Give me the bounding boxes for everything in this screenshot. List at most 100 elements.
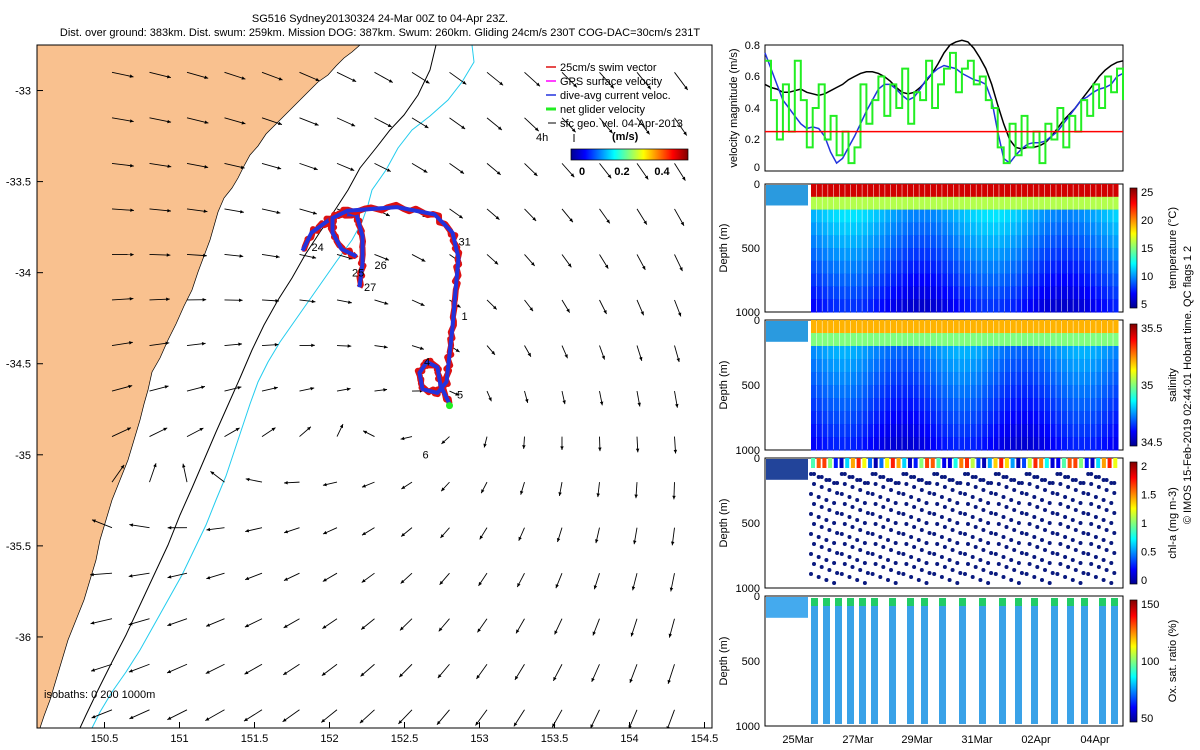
profile-cell bbox=[1022, 333, 1028, 347]
profile-cell bbox=[947, 424, 954, 438]
profile-cell bbox=[999, 437, 1005, 451]
profile-cell bbox=[885, 273, 891, 287]
profile-cell bbox=[982, 184, 988, 198]
profile-cell bbox=[942, 286, 948, 300]
profile-cell bbox=[987, 372, 994, 386]
profile-cell bbox=[925, 346, 931, 360]
chl-sample bbox=[1035, 475, 1040, 479]
profile-cell bbox=[850, 209, 857, 223]
profile-cell bbox=[902, 372, 908, 386]
chl-sample bbox=[958, 511, 963, 515]
profile-cell bbox=[862, 196, 868, 211]
velocity-arrowhead bbox=[245, 477, 250, 482]
chl-sample bbox=[873, 472, 878, 476]
profile-cell bbox=[907, 184, 914, 198]
profile-cell bbox=[1079, 385, 1085, 399]
chl-sample bbox=[1109, 521, 1114, 525]
velocity-arrowhead bbox=[672, 495, 676, 500]
velocity-arrowhead bbox=[278, 77, 283, 81]
profile-cell bbox=[862, 222, 868, 236]
velocity-arrowhead bbox=[128, 669, 133, 673]
profile-cell bbox=[925, 260, 931, 275]
chl-sample bbox=[1112, 571, 1117, 575]
chl-sample bbox=[886, 538, 890, 542]
map-xtick-label: 150.5 bbox=[91, 733, 119, 745]
chl-sample bbox=[1009, 558, 1014, 562]
profile-cell bbox=[1096, 248, 1102, 262]
chl-sample bbox=[1109, 481, 1114, 485]
profile-cell bbox=[896, 209, 902, 223]
profile-cell bbox=[833, 320, 840, 334]
chl-sample bbox=[1035, 485, 1040, 489]
profile-cell bbox=[976, 184, 982, 198]
profile-cell bbox=[1079, 398, 1085, 412]
velocity-arrowhead bbox=[646, 130, 650, 135]
oxygen-surface bbox=[1031, 598, 1038, 606]
chl-sample bbox=[896, 571, 901, 575]
profile-cell bbox=[976, 260, 982, 275]
chl-sample bbox=[916, 518, 921, 522]
profile-cell bbox=[953, 273, 959, 287]
profile-cell bbox=[896, 286, 902, 300]
chl-sample bbox=[966, 502, 970, 506]
profile-cell bbox=[822, 286, 828, 300]
chl-sample bbox=[1086, 572, 1091, 576]
profile-cell bbox=[862, 260, 868, 275]
profile-cell bbox=[1050, 424, 1056, 438]
chl-sample bbox=[1043, 568, 1047, 572]
velocity-arrowhead bbox=[350, 167, 355, 171]
profile-cell bbox=[1010, 273, 1016, 287]
profile-cell bbox=[947, 299, 954, 313]
profile-cell bbox=[1027, 320, 1033, 334]
profile-cell bbox=[1073, 398, 1079, 412]
chl-sample bbox=[955, 501, 960, 505]
velocity-arrow bbox=[186, 117, 209, 124]
profile-cell bbox=[1101, 411, 1108, 425]
velocity-arrowhead bbox=[460, 170, 464, 174]
map-colorbar-title: (m/s) bbox=[612, 131, 639, 143]
velocity-arrowhead bbox=[167, 669, 172, 674]
profile-cell bbox=[885, 437, 891, 451]
profile-cell bbox=[907, 411, 914, 425]
profile-cell bbox=[1090, 196, 1096, 211]
profile-cell bbox=[1004, 372, 1011, 386]
profile-cell bbox=[942, 458, 947, 468]
profile-cell bbox=[822, 273, 828, 287]
velocity-arrowhead bbox=[566, 308, 570, 313]
chl-sample bbox=[927, 571, 932, 575]
profile-cell bbox=[839, 273, 845, 287]
chl-sample bbox=[986, 541, 991, 545]
chl-sample bbox=[950, 478, 955, 482]
profile-cell bbox=[862, 346, 868, 360]
profile-cell bbox=[1033, 424, 1039, 438]
profile-cell bbox=[936, 299, 942, 313]
velocity-arrowhead bbox=[479, 535, 484, 540]
profile-cell bbox=[1073, 235, 1079, 249]
profile-cell bbox=[1067, 273, 1073, 287]
profile-cell bbox=[947, 346, 954, 360]
oxygen-surface bbox=[811, 598, 818, 606]
chl-sample bbox=[809, 492, 813, 496]
oxygen-profile bbox=[889, 602, 896, 724]
profile-cell bbox=[1004, 458, 1009, 468]
velocity-arrowhead bbox=[593, 585, 598, 590]
profile-cell bbox=[1107, 385, 1113, 399]
profile-cell bbox=[936, 437, 942, 451]
chl-sample bbox=[1081, 531, 1086, 535]
profile-cell bbox=[1113, 320, 1119, 334]
chl-sample bbox=[966, 472, 970, 476]
chl-sample bbox=[1101, 498, 1106, 502]
profile-cell bbox=[1056, 458, 1061, 468]
profile-cell bbox=[890, 184, 897, 198]
chl-sample bbox=[1032, 515, 1037, 519]
profile-cell bbox=[1010, 346, 1016, 360]
profile-cell bbox=[1113, 359, 1119, 373]
velocity-arrowhead bbox=[421, 258, 426, 262]
profile-cell bbox=[919, 359, 925, 373]
profile-cell bbox=[1096, 359, 1102, 373]
velocity-arrowhead bbox=[635, 448, 640, 453]
profile-cell bbox=[959, 385, 965, 399]
profile-cell bbox=[1004, 359, 1011, 373]
profile-cell bbox=[1073, 286, 1079, 300]
profile-cell bbox=[890, 222, 897, 236]
